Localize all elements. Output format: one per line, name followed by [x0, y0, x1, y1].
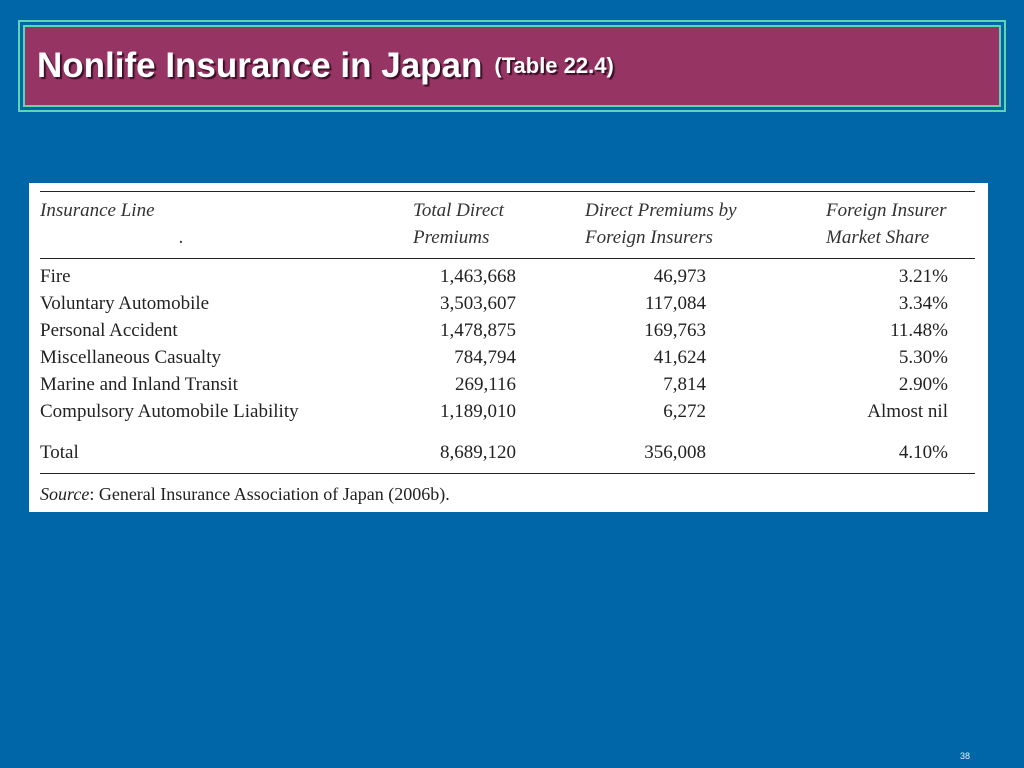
- header-foreign-premiums-1: Direct Premiums by: [585, 200, 737, 221]
- table-top-rule: [40, 191, 975, 192]
- cell-share: 3.21%: [898, 266, 948, 287]
- cell-foreign: 169,763: [644, 320, 706, 341]
- source-text: : General Insurance Association of Japan…: [89, 484, 450, 504]
- cell-line: Marine and Inland Transit: [40, 374, 238, 395]
- header-rule: [40, 258, 975, 259]
- cell-share: 11.48%: [890, 320, 948, 341]
- cell-total: 1,463,668: [440, 266, 516, 287]
- cell-line: Compulsory Automobile Liability: [40, 401, 299, 422]
- cell-line: Voluntary Automobile: [40, 293, 210, 314]
- cell-total: 1,478,875: [440, 320, 516, 341]
- cell-line: Fire: [40, 266, 71, 287]
- cell-share: 5.30%: [898, 347, 948, 368]
- cell-line: Miscellaneous Casualty: [40, 347, 221, 368]
- cell-share: 3.34%: [898, 293, 948, 314]
- header-total-direct-2: Premiums: [413, 227, 490, 248]
- cell-share: Almost nil: [867, 401, 948, 422]
- slide-title: Nonlife Insurance in Japan: [37, 46, 483, 85]
- table-bottom-rule: [40, 473, 975, 474]
- cell-foreign: 117,084: [644, 293, 706, 314]
- slide-subtitle: (Table 22.4): [494, 53, 614, 78]
- table-panel: Insurance Line . Total Direct Premiums D…: [29, 183, 988, 512]
- total-direct-premiums: 8,689,120: [440, 442, 516, 463]
- source-label: Source: [40, 484, 90, 504]
- total-foreign-premiums: 356,008: [644, 442, 706, 463]
- header-market-share-1: Foreign Insurer: [826, 200, 947, 221]
- total-market-share: 4.10%: [898, 442, 948, 463]
- cell-share: 2.90%: [898, 374, 948, 395]
- header-total-direct-1: Total Direct: [413, 200, 504, 221]
- cell-total: 269,116: [454, 374, 516, 395]
- header-insurance-line-mark: .: [179, 227, 184, 248]
- title-banner: Nonlife Insurance in Japan (Table 22.4): [18, 20, 1006, 112]
- header-foreign-premiums-2: Foreign Insurers: [585, 227, 713, 248]
- cell-foreign: 6,272: [663, 401, 706, 422]
- cell-line: Personal Accident: [40, 320, 178, 341]
- cell-total: 3,503,607: [440, 293, 516, 314]
- cell-total: 1,189,010: [440, 401, 516, 422]
- total-label: Total: [40, 442, 79, 463]
- cell-foreign: 46,973: [653, 266, 706, 287]
- header-insurance-line: Insurance Line: [40, 200, 155, 221]
- page-number: 38: [959, 751, 970, 761]
- cell-foreign: 41,624: [653, 347, 706, 368]
- cell-foreign: 7,814: [663, 374, 706, 395]
- source-note: Source: General Insurance Association of…: [40, 481, 450, 507]
- header-market-share-2: Market Share: [826, 227, 930, 248]
- cell-total: 784,794: [454, 347, 516, 368]
- title-banner-inner: Nonlife Insurance in Japan (Table 22.4): [23, 25, 1001, 107]
